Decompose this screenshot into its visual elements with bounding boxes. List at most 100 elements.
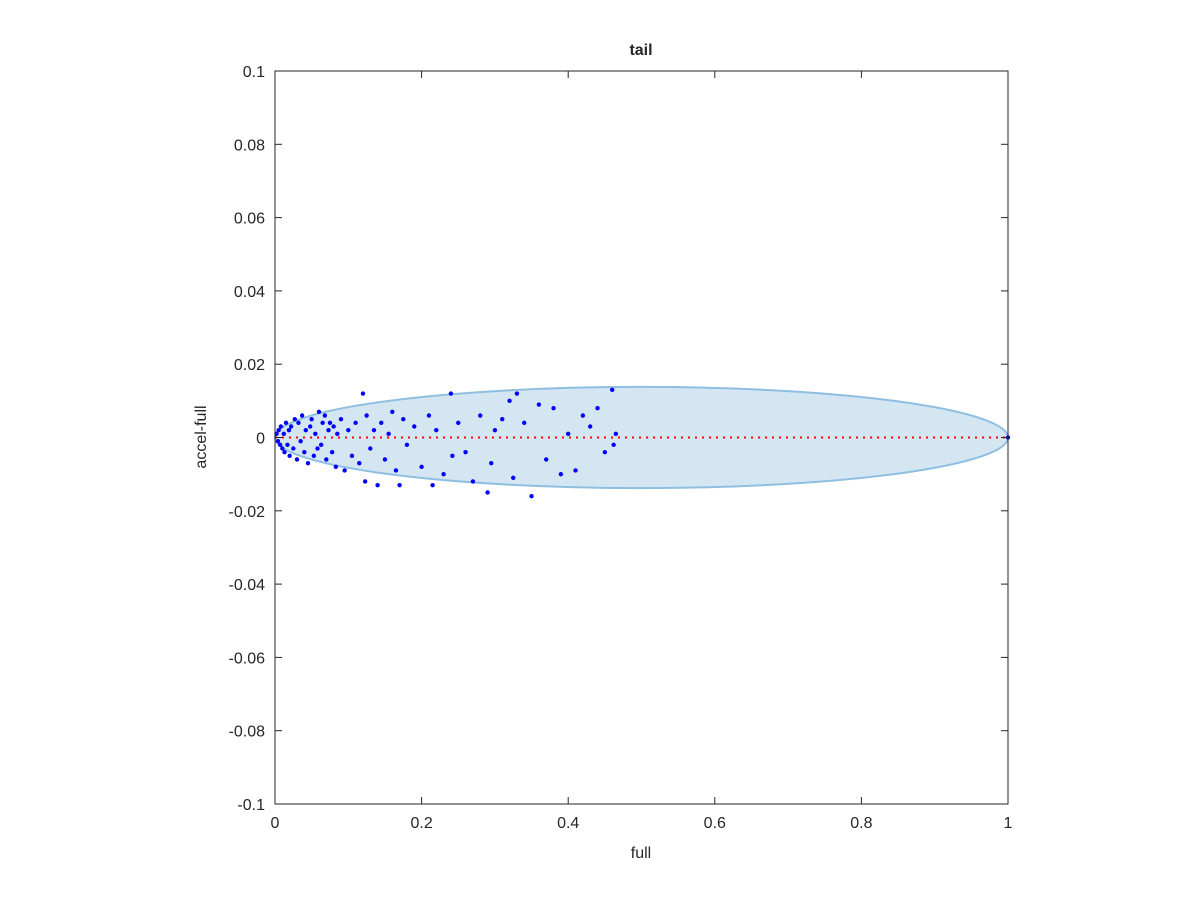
data-point — [338, 416, 344, 422]
data-point — [544, 457, 549, 462]
data-point — [346, 427, 351, 433]
chart-title: tail — [629, 42, 652, 59]
data-point — [282, 449, 287, 455]
data-point — [318, 442, 324, 448]
data-point — [470, 479, 476, 484]
y-tick-label: 0.1 — [243, 64, 265, 81]
x-tick-label: 0.8 — [850, 815, 872, 832]
data-point — [602, 449, 608, 455]
data-point — [573, 468, 578, 473]
data-point — [294, 457, 300, 462]
data-point — [286, 427, 292, 433]
data-point — [288, 424, 294, 429]
data-point — [456, 420, 461, 426]
data-point — [609, 387, 615, 393]
data-point — [353, 420, 358, 426]
data-point — [320, 420, 325, 426]
data-point — [324, 457, 329, 462]
data-point — [375, 482, 380, 488]
x-tick-label: 1 — [1004, 815, 1013, 832]
data-point — [278, 424, 284, 429]
data-point — [522, 420, 527, 426]
data-point — [292, 416, 297, 422]
y-tick-label: 0.04 — [234, 284, 265, 301]
y-axis-label: accel-full — [193, 405, 210, 468]
data-point — [315, 446, 320, 451]
data-point — [371, 427, 377, 433]
data-point — [313, 431, 318, 437]
data-point — [485, 490, 490, 495]
data-point — [357, 460, 362, 466]
x-axis-label: full — [631, 845, 651, 862]
data-point — [277, 442, 283, 448]
data-point — [296, 420, 301, 426]
data-point — [404, 442, 410, 448]
y-tick-label: 0.06 — [234, 211, 265, 228]
data-point — [362, 479, 368, 484]
data-point — [390, 409, 395, 415]
y-tick-label: -0.1 — [237, 797, 265, 814]
data-point — [298, 438, 303, 444]
data-point — [507, 398, 512, 404]
data-point — [419, 464, 424, 470]
data-point — [382, 457, 388, 462]
y-tick-label: -0.08 — [229, 724, 266, 741]
data-point — [311, 453, 317, 459]
data-point — [281, 431, 286, 437]
data-point — [303, 427, 308, 433]
data-point — [489, 460, 494, 466]
y-tick-label: -0.06 — [229, 650, 266, 667]
x-tick-label: 0 — [271, 815, 280, 832]
data-point — [342, 468, 347, 473]
data-point — [426, 413, 432, 418]
x-tick-label: 0.6 — [704, 815, 726, 832]
data-point — [430, 482, 435, 488]
data-point — [331, 424, 336, 429]
data-point — [379, 420, 384, 426]
data-point — [566, 431, 571, 437]
data-point — [305, 460, 311, 466]
data-point — [316, 409, 322, 415]
data-point — [397, 482, 402, 488]
data-point — [360, 391, 366, 396]
data-point — [463, 449, 468, 455]
data-point — [364, 413, 369, 418]
data-point — [580, 413, 586, 418]
data-point — [514, 391, 520, 396]
data-point — [326, 427, 331, 433]
x-tick-label: 0.2 — [410, 815, 432, 832]
data-point — [450, 453, 455, 459]
data-point — [291, 446, 296, 451]
data-point — [283, 420, 289, 426]
y-tick-label: -0.02 — [229, 504, 266, 521]
y-tick-label: 0.08 — [234, 137, 265, 154]
data-point — [309, 416, 314, 422]
data-point — [478, 413, 483, 418]
data-point — [434, 427, 439, 433]
data-point — [329, 449, 335, 455]
data-point — [368, 446, 373, 451]
data-point — [492, 427, 498, 433]
data-point — [307, 424, 313, 429]
data-point — [500, 416, 505, 422]
data-point — [595, 405, 600, 411]
data-point — [441, 471, 446, 477]
y-tick-label: -0.04 — [229, 577, 266, 594]
data-point — [511, 475, 516, 481]
data-point — [536, 402, 542, 407]
data-point — [349, 453, 355, 459]
data-point — [287, 453, 292, 459]
data-point — [613, 431, 619, 437]
data-point — [276, 427, 281, 433]
data-point — [322, 413, 328, 418]
data-point — [551, 405, 556, 411]
data-point — [558, 471, 564, 477]
data-point — [333, 464, 339, 470]
data-point — [401, 416, 406, 422]
data-point — [335, 431, 340, 437]
data-point — [285, 442, 290, 448]
data-point — [327, 420, 333, 426]
data-point — [529, 493, 534, 499]
y-tick-label: 0 — [256, 431, 265, 448]
